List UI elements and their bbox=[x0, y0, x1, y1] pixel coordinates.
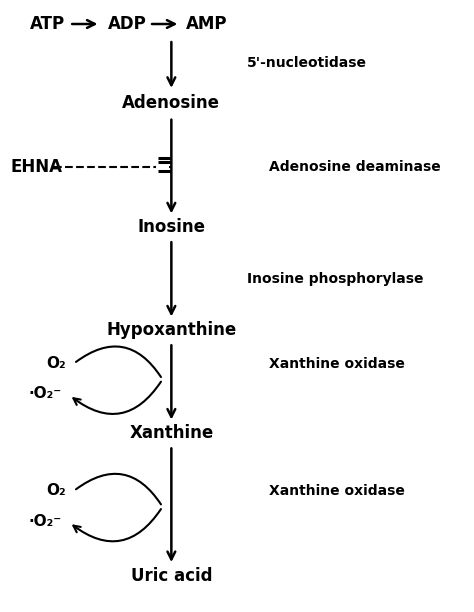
Text: Uric acid: Uric acid bbox=[131, 567, 212, 585]
Text: AMP: AMP bbox=[186, 15, 228, 33]
Text: O₂: O₂ bbox=[46, 483, 66, 498]
Text: Xanthine oxidase: Xanthine oxidase bbox=[269, 357, 405, 371]
Text: Hypoxanthine: Hypoxanthine bbox=[106, 321, 237, 339]
Text: O₂: O₂ bbox=[46, 356, 66, 371]
Text: EHNA: EHNA bbox=[10, 157, 62, 176]
Text: Adenosine: Adenosine bbox=[122, 94, 220, 112]
Text: Inosine: Inosine bbox=[137, 218, 205, 236]
Text: Xanthine oxidase: Xanthine oxidase bbox=[269, 484, 405, 498]
Text: Adenosine deaminase: Adenosine deaminase bbox=[269, 160, 441, 174]
Text: ·O₂⁻: ·O₂⁻ bbox=[28, 386, 62, 401]
Text: 5'-nucleotidase: 5'-nucleotidase bbox=[247, 56, 367, 70]
Text: ·O₂⁻: ·O₂⁻ bbox=[28, 514, 62, 529]
Text: Xanthine: Xanthine bbox=[129, 424, 213, 442]
Text: ATP: ATP bbox=[29, 15, 65, 33]
Text: Inosine phosphorylase: Inosine phosphorylase bbox=[247, 272, 423, 286]
Text: ADP: ADP bbox=[108, 15, 146, 33]
